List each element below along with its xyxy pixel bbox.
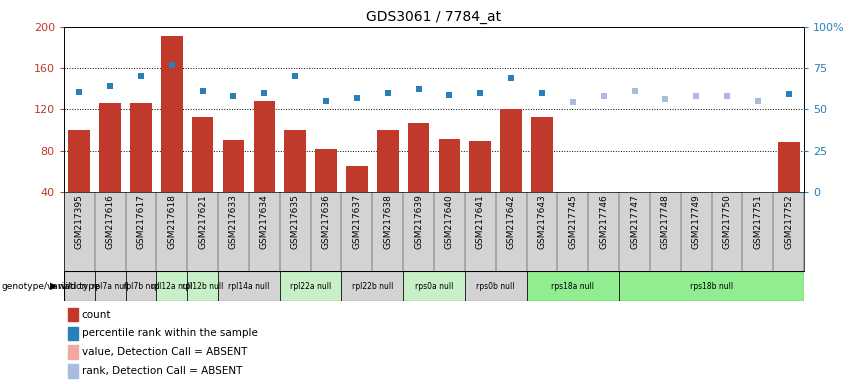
Bar [531, 117, 553, 192]
Text: rpl22b null: rpl22b null [351, 281, 393, 291]
Bar [562, 192, 584, 215]
Text: rank, Detection Call = ABSENT: rank, Detection Call = ABSENT [82, 366, 242, 376]
Text: rps18b null: rps18b null [690, 281, 734, 291]
Text: GSM217642: GSM217642 [506, 194, 516, 249]
Bar [68, 308, 78, 321]
Text: GSM217745: GSM217745 [568, 194, 577, 249]
Text: percentile rank within the sample: percentile rank within the sample [82, 328, 258, 338]
Bar [68, 345, 78, 359]
Bar [593, 192, 614, 199]
Bar [527, 271, 619, 301]
Text: GSM217635: GSM217635 [291, 194, 300, 249]
Text: rpl14a null: rpl14a null [228, 281, 270, 291]
Text: rps0b null: rps0b null [477, 281, 515, 291]
Bar [465, 271, 527, 301]
Text: GSM217749: GSM217749 [692, 194, 700, 249]
Text: GSM217750: GSM217750 [722, 194, 732, 249]
Bar [218, 271, 280, 301]
Bar [403, 271, 465, 301]
Text: GSM217747: GSM217747 [630, 194, 639, 249]
Bar [68, 364, 78, 377]
Bar [377, 130, 398, 192]
Bar [187, 271, 218, 301]
Bar [125, 271, 157, 301]
Text: rps18a null: rps18a null [551, 281, 594, 291]
Bar [223, 141, 244, 192]
Text: rpl12b null: rpl12b null [182, 281, 223, 291]
Bar [438, 139, 460, 192]
Text: rpl7b null: rpl7b null [123, 281, 159, 291]
Text: GSM217633: GSM217633 [229, 194, 238, 249]
Text: GSM217748: GSM217748 [661, 194, 670, 249]
Text: GSM217616: GSM217616 [106, 194, 115, 249]
Bar [685, 192, 707, 207]
Text: wild type: wild type [59, 281, 100, 291]
Bar [500, 109, 522, 192]
Text: GSM217752: GSM217752 [785, 194, 793, 249]
Bar [280, 271, 341, 301]
Bar [747, 192, 768, 223]
Text: GSM217746: GSM217746 [599, 194, 608, 249]
Bar [341, 271, 403, 301]
Text: GSM217618: GSM217618 [168, 194, 176, 249]
Bar [191, 117, 214, 192]
Text: ▶: ▶ [49, 281, 57, 291]
Bar [254, 101, 275, 192]
Bar [68, 327, 78, 340]
Bar [778, 142, 800, 192]
Text: GSM217395: GSM217395 [75, 194, 83, 249]
Bar [470, 141, 491, 192]
Text: GSM217640: GSM217640 [445, 194, 454, 249]
Bar [624, 192, 645, 199]
Text: GSM217634: GSM217634 [260, 194, 269, 249]
Bar [408, 123, 430, 192]
Bar [94, 271, 125, 301]
Bar [157, 271, 187, 301]
Bar [346, 166, 368, 192]
Bar [64, 271, 94, 301]
Bar [161, 36, 183, 192]
Bar [68, 130, 90, 192]
Bar [130, 103, 151, 192]
Text: genotype/variation: genotype/variation [2, 281, 88, 291]
Text: GSM217641: GSM217641 [476, 194, 485, 249]
Text: rps0a null: rps0a null [414, 281, 454, 291]
Text: GSM217639: GSM217639 [414, 194, 423, 249]
Bar [315, 149, 337, 192]
Text: rpl22a null: rpl22a null [290, 281, 331, 291]
Text: GSM217638: GSM217638 [383, 194, 392, 249]
Text: GSM217617: GSM217617 [136, 194, 146, 249]
Text: GSM217621: GSM217621 [198, 194, 207, 249]
Text: rpl7a null: rpl7a null [92, 281, 129, 291]
Text: value, Detection Call = ABSENT: value, Detection Call = ABSENT [82, 347, 247, 357]
Bar [654, 192, 677, 218]
Text: count: count [82, 310, 111, 319]
Title: GDS3061 / 7784_at: GDS3061 / 7784_at [367, 10, 501, 25]
Text: GSM217636: GSM217636 [322, 194, 330, 249]
Text: GSM217751: GSM217751 [753, 194, 762, 249]
Bar [717, 192, 738, 213]
Bar [619, 271, 804, 301]
Text: rpl12a null: rpl12a null [151, 281, 192, 291]
Text: GSM217643: GSM217643 [538, 194, 546, 249]
Text: GSM217637: GSM217637 [352, 194, 362, 249]
Bar [284, 130, 306, 192]
Bar [100, 103, 121, 192]
